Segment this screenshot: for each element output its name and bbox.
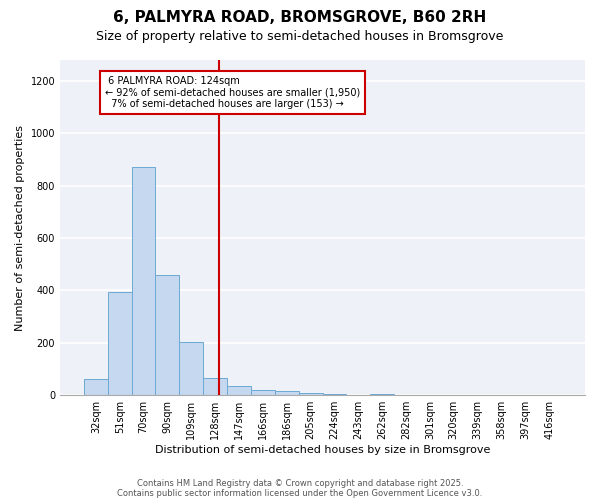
Text: 6 PALMYRA ROAD: 124sqm
← 92% of semi-detached houses are smaller (1,950)
  7% of: 6 PALMYRA ROAD: 124sqm ← 92% of semi-det… xyxy=(105,76,360,109)
Bar xyxy=(323,394,346,395)
Bar xyxy=(155,274,179,395)
Bar xyxy=(203,378,227,395)
Bar xyxy=(84,380,108,395)
Bar xyxy=(227,386,251,395)
Text: Contains public sector information licensed under the Open Government Licence v3: Contains public sector information licen… xyxy=(118,488,482,498)
Text: 6, PALMYRA ROAD, BROMSGROVE, B60 2RH: 6, PALMYRA ROAD, BROMSGROVE, B60 2RH xyxy=(113,10,487,25)
Text: Size of property relative to semi-detached houses in Bromsgrove: Size of property relative to semi-detach… xyxy=(97,30,503,43)
Bar xyxy=(275,392,299,395)
Bar xyxy=(299,392,323,395)
Bar xyxy=(179,342,203,395)
Bar xyxy=(131,168,155,395)
Bar xyxy=(370,394,394,395)
Text: Contains HM Land Registry data © Crown copyright and database right 2025.: Contains HM Land Registry data © Crown c… xyxy=(137,478,463,488)
Y-axis label: Number of semi-detached properties: Number of semi-detached properties xyxy=(15,124,25,330)
Bar xyxy=(251,390,275,395)
Bar xyxy=(108,292,131,395)
X-axis label: Distribution of semi-detached houses by size in Bromsgrove: Distribution of semi-detached houses by … xyxy=(155,445,490,455)
